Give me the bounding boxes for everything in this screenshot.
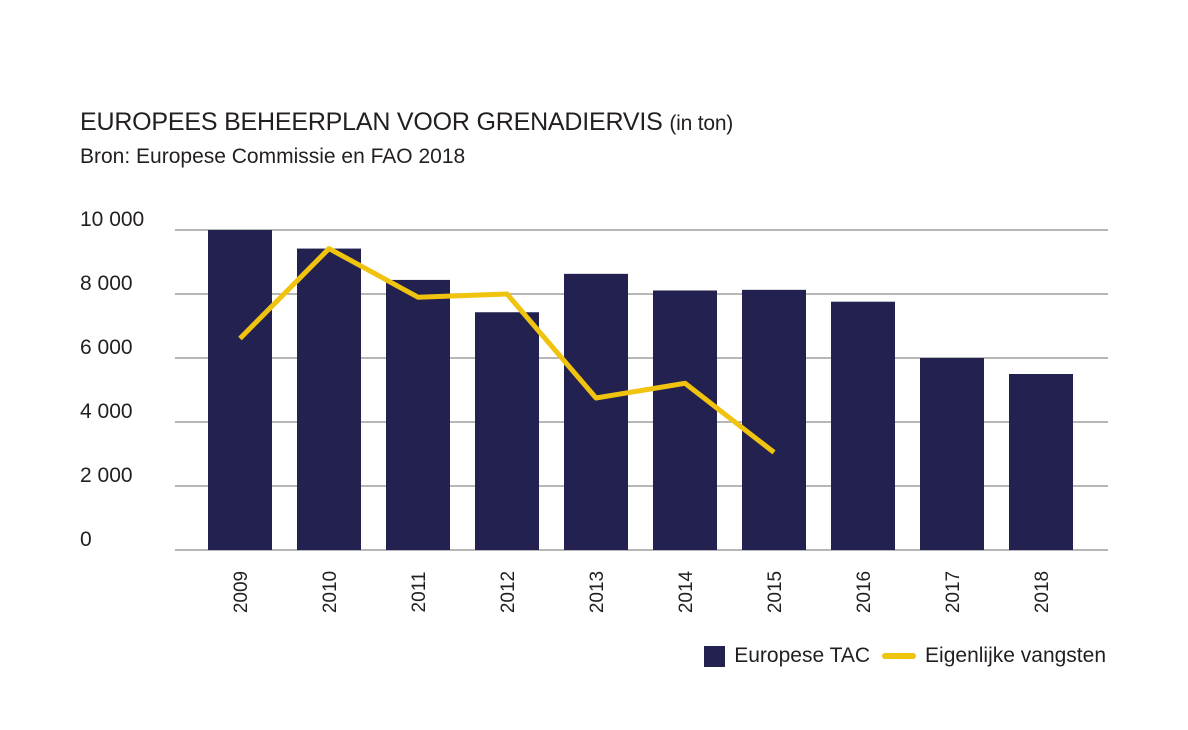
catch-line — [238, 246, 776, 455]
x-axis-tick-labels: 2009 2010 2011 2012 2013 2014 2015 2016 2017 2018 — [231, 570, 1053, 613]
x-tick-label: 2016 — [854, 571, 875, 613]
x-tick-label: 2018 — [1032, 571, 1053, 613]
legend-label-catches: Eigenlijke vangsten — [925, 644, 1106, 667]
bar-2017 — [920, 358, 984, 550]
y-tick-label: 4 000 — [80, 400, 133, 423]
legend-swatch-tac — [704, 645, 726, 667]
bar-2009 — [208, 230, 272, 550]
x-tick-label: 2010 — [320, 571, 341, 613]
x-tick-label: 2009 — [231, 571, 252, 613]
y-tick-label: 10 000 — [80, 208, 144, 231]
x-tick-label: 2012 — [498, 571, 519, 613]
x-tick-label: 2015 — [765, 571, 786, 613]
y-tick-label: 6 000 — [80, 336, 133, 359]
y-tick-label: 2 000 — [80, 464, 133, 487]
x-tick-label: 2014 — [676, 570, 697, 613]
x-tick-label: 2013 — [587, 571, 608, 613]
bar-2013 — [564, 273, 628, 550]
bar-2015 — [742, 289, 806, 550]
bar-2012 — [475, 312, 539, 550]
chart-subtitle: Bron: Europese Commissie en FAO 2018 — [80, 145, 466, 168]
y-tick-label: 0 — [80, 528, 92, 551]
bar-2018 — [1009, 374, 1073, 550]
y-tick-label: 8 000 — [80, 272, 133, 295]
bar-2016 — [831, 301, 895, 550]
legend: Europese TAC Eigenlijke vangsten — [704, 644, 1106, 668]
x-tick-label: 2011 — [409, 572, 430, 613]
chart-title: EUROPEES BEHEERPLAN VOOR GRENADIERVIS (i… — [80, 108, 733, 137]
bar-2011 — [386, 279, 450, 550]
legend-swatch-catches — [882, 653, 917, 659]
chart-title-text: EUROPEES BEHEERPLAN VOOR GRENADIERVIS — [80, 108, 663, 136]
chart-title-unit: (in ton) — [669, 112, 734, 135]
legend-label-tac: Europese TAC — [734, 644, 871, 667]
y-axis-tick-labels: 0 2 000 4 000 6 000 8 000 10 000 — [80, 208, 144, 551]
x-tick-label: 2017 — [943, 571, 964, 613]
bar-2010 — [297, 248, 361, 550]
bar-2014 — [653, 290, 717, 550]
bars — [208, 230, 1073, 550]
